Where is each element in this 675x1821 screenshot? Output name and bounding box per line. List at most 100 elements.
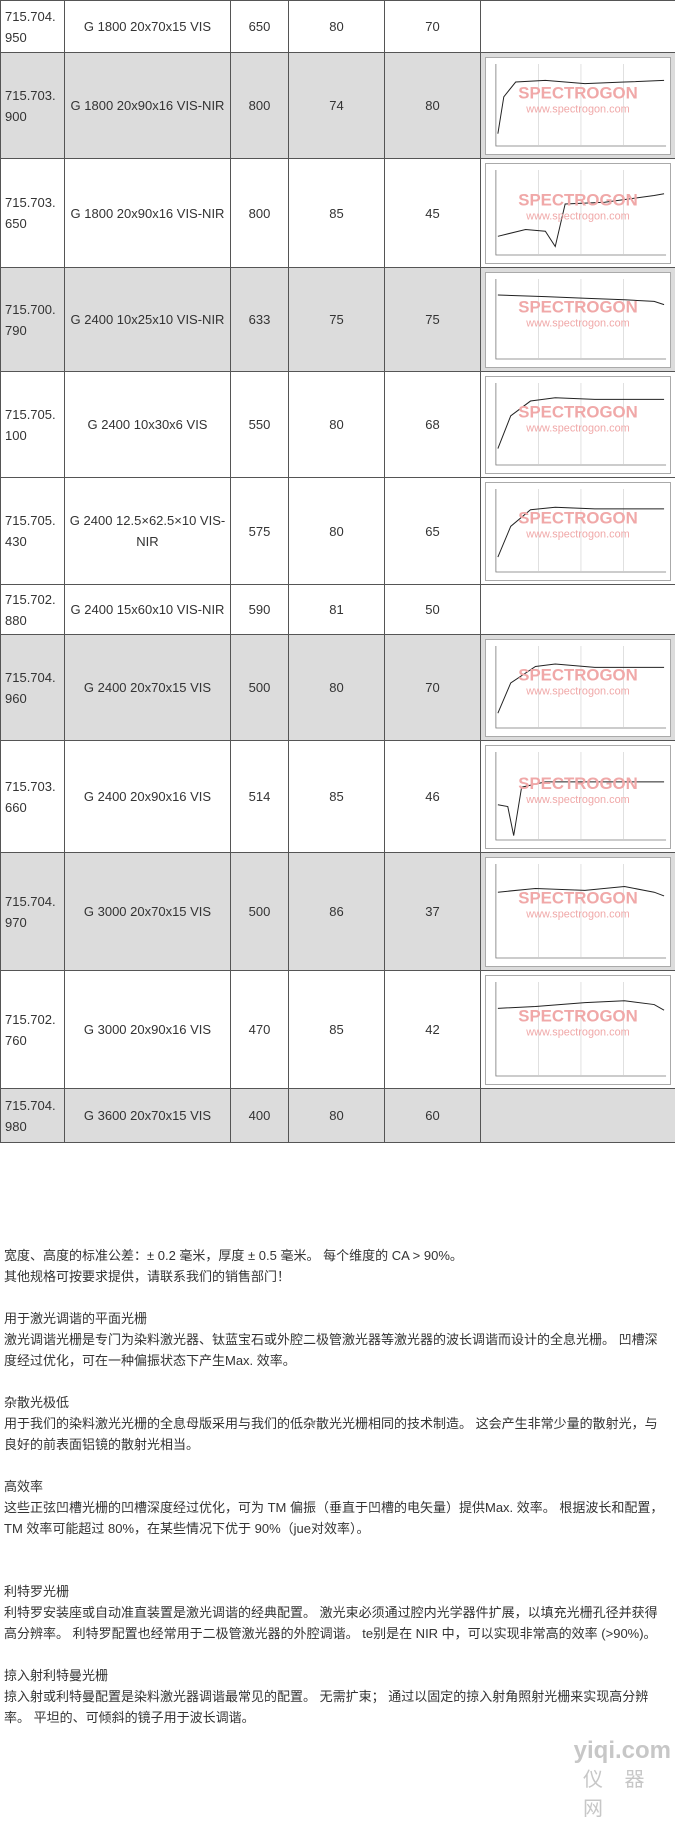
efficiency-cell: 86 xyxy=(289,853,385,971)
section-body-high-efficiency: 这些正弦凹槽光栅的凹槽深度经过优化，可为 TM 偏振（垂直于凹槽的电矢量）提供M… xyxy=(4,1497,669,1539)
efficiency-cell: 85 xyxy=(289,971,385,1089)
chart-watermark-url: www.spectrogon.com xyxy=(525,528,629,540)
efficiency-graph-cell xyxy=(481,1,675,53)
description-text: 宽度、高度的标准公差：± 0.2 毫米，厚度 ± 0.5 毫米。 每个维度的 C… xyxy=(0,1245,673,1728)
chart-watermark-brand: SPECTROGON xyxy=(518,1006,637,1025)
product-code-cell: 715.704.960 xyxy=(1,635,65,741)
product-code-cell: 715.703.650 xyxy=(1,159,65,268)
section-body-littman: 掠入射或利特曼配置是染料激光器调谐最常见的配置。 无需扩束； 通过以固定的掠入射… xyxy=(4,1686,669,1728)
grating-spec-cell: G 2400 20x90x16 VIS xyxy=(65,741,231,853)
grating-spec-cell: G 3600 20x70x15 VIS xyxy=(65,1089,231,1143)
grating-spec-cell: G 2400 10x25x10 VIS-NIR xyxy=(65,268,231,372)
grating-spec-cell: G 3000 20x70x15 VIS xyxy=(65,853,231,971)
product-code-cell: 715.702.760 xyxy=(1,971,65,1089)
wavelength-cell: 800 xyxy=(231,159,289,268)
contact-note: 其他规格可按要求提供，请联系我们的销售部门！ xyxy=(4,1266,669,1287)
wavelength-cell: 500 xyxy=(231,635,289,741)
chart-watermark-url: www.spectrogon.com xyxy=(525,1026,629,1038)
product-code-cell: 715.702.880 xyxy=(1,585,65,635)
wavelength-cell: 470 xyxy=(231,971,289,1089)
chart-watermark-url: www.spectrogon.com xyxy=(525,317,629,329)
grating-spec-cell: G 3000 20x90x16 VIS xyxy=(65,971,231,1089)
watermark-name: 仪 器 网 xyxy=(583,1763,671,1821)
wavelength-cell: 650 xyxy=(231,1,289,53)
efficiency-graph-cell xyxy=(481,585,675,635)
efficiency-cell: 80 xyxy=(289,478,385,585)
clear-aperture-cell: 80 xyxy=(385,53,481,159)
grating-spec-cell: G 1800 20x90x16 VIS-NIR xyxy=(65,159,231,268)
clear-aperture-cell: 37 xyxy=(385,853,481,971)
product-code-cell: 715.705.100 xyxy=(1,372,65,478)
grating-spec-cell: G 2400 10x30x6 VIS xyxy=(65,372,231,478)
chart-watermark-brand: SPECTROGON xyxy=(518,83,637,102)
clear-aperture-cell: 42 xyxy=(385,971,481,1089)
product-code-cell: 715.703.660 xyxy=(1,741,65,853)
efficiency-cell: 80 xyxy=(289,1,385,53)
efficiency-graph-cell xyxy=(481,1089,675,1143)
wavelength-cell: 590 xyxy=(231,585,289,635)
efficiency-cell: 80 xyxy=(289,1089,385,1143)
grating-spec-cell: G 2400 15x60x10 VIS-NIR xyxy=(65,585,231,635)
efficiency-cell: 75 xyxy=(289,268,385,372)
wavelength-cell: 633 xyxy=(231,268,289,372)
efficiency-cell: 80 xyxy=(289,635,385,741)
section-heading-laser-tuning: 用于激光调谐的平面光栅 xyxy=(4,1308,669,1329)
chart-watermark-url: www.spectrogon.com xyxy=(525,793,629,805)
chart-watermark-url: www.spectrogon.com xyxy=(525,422,629,434)
clear-aperture-cell: 50 xyxy=(385,585,481,635)
grating-spec-cell: G 1800 20x90x16 VIS-NIR xyxy=(65,53,231,159)
clear-aperture-cell: 70 xyxy=(385,1,481,53)
product-code-cell: 715.704.980 xyxy=(1,1089,65,1143)
section-body-laser-tuning: 激光调谐光栅是专门为染料激光器、钛蓝宝石或外腔二极管激光器等激光器的波长调谐而设… xyxy=(4,1329,669,1371)
section-body-stray-light: 用于我们的染料激光光栅的全息母版采用与我们的低杂散光光栅相同的技术制造。 这会产… xyxy=(4,1413,669,1455)
section-heading-high-efficiency: 高效率 xyxy=(4,1476,669,1497)
chart-watermark-brand: SPECTROGON xyxy=(518,402,637,421)
clear-aperture-cell: 75 xyxy=(385,268,481,372)
wavelength-cell: 575 xyxy=(231,478,289,585)
efficiency-cell: 74 xyxy=(289,53,385,159)
product-code-cell: 715.705.430 xyxy=(1,478,65,585)
chart-watermark-url: www.spectrogon.com xyxy=(525,685,629,697)
wavelength-cell: 550 xyxy=(231,372,289,478)
chart-watermark-brand: SPECTROGON xyxy=(518,888,637,907)
product-code-cell: 715.703.900 xyxy=(1,53,65,159)
chart-watermark-brand: SPECTROGON xyxy=(518,665,637,684)
site-watermark: yiqi.com 仪 器 网 xyxy=(583,1737,675,1785)
grating-spec-cell: G 2400 20x70x15 VIS xyxy=(65,635,231,741)
wavelength-cell: 514 xyxy=(231,741,289,853)
section-body-littrow: 利特罗安装座或自动准直装置是激光调谐的经典配置。 激光束必须通过腔内光学器件扩展… xyxy=(4,1602,669,1644)
chart-watermark-url: www.spectrogon.com xyxy=(525,210,629,222)
product-code-cell: 715.700.790 xyxy=(1,268,65,372)
section-heading-littman: 掠入射利特曼光栅 xyxy=(4,1665,669,1686)
wavelength-cell: 400 xyxy=(231,1089,289,1143)
chart-watermark-brand: SPECTROGON xyxy=(518,508,637,527)
